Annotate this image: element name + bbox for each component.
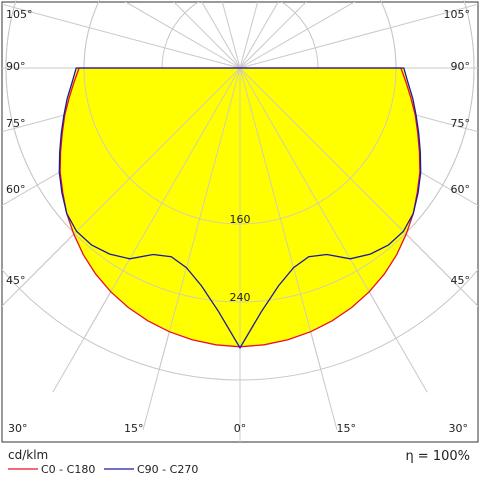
distribution-fill — [5, 0, 475, 380]
angle-label-left: 90° — [6, 60, 26, 73]
efficiency-label: η = 100% — [405, 449, 470, 464]
radial-tick-label: 240 — [230, 291, 251, 304]
angle-label-zero: 0° — [234, 422, 247, 435]
angle-label-right: 60° — [451, 183, 471, 196]
chart-labels: 105° 90° 75° 60° 45° 30° 15° 105° 90° 75° 60° 45° 30… — [6, 8, 470, 435]
angle-label-right: 90° — [451, 60, 471, 73]
grid-spoke — [2, 3, 241, 69]
grid-spoke-overlay — [83, 67, 241, 339]
angle-label-right: 30° — [449, 422, 469, 435]
angle-label-left: 30° — [8, 422, 28, 435]
angle-label-right: 105° — [444, 8, 471, 21]
grid-spoke — [239, 2, 307, 69]
grid-spoke — [239, 2, 356, 69]
angle-label-left: 45° — [6, 274, 26, 287]
grid-spoke — [221, 2, 241, 69]
angle-label-right: 75° — [451, 117, 471, 130]
series-line-c90-c270 — [58, 67, 422, 350]
grid-spoke — [239, 2, 279, 69]
angle-label-left: 105° — [6, 8, 33, 21]
angle-label-left: 75° — [6, 117, 26, 130]
angle-label-right: 15° — [337, 422, 357, 435]
radial-tick-label: 160 — [230, 213, 251, 226]
grid-spoke-overlay — [19, 67, 241, 289]
grid-spoke — [239, 3, 478, 69]
grid-spoke — [173, 2, 241, 69]
grid-spoke — [201, 2, 241, 69]
grid-spoke — [239, 2, 259, 69]
grid-spoke-overlay — [158, 67, 241, 370]
angle-label-left: 15° — [124, 422, 144, 435]
distribution-lines — [58, 67, 422, 350]
angle-label-left: 60° — [6, 183, 26, 196]
grid-spoke-overlay — [239, 67, 397, 339]
legend-label-c90-c270: C90 - C270 — [137, 463, 198, 476]
series-line-c0-c180 — [59, 67, 421, 348]
angle-label-right: 45° — [451, 274, 471, 287]
grid-spoke-overlay — [239, 67, 461, 289]
legend-label-c0-c180: C0 - C180 — [41, 463, 95, 476]
grid-spoke-overlay — [239, 67, 322, 370]
grid-spoke — [124, 2, 241, 69]
unit-label: cd/klm — [8, 448, 48, 462]
